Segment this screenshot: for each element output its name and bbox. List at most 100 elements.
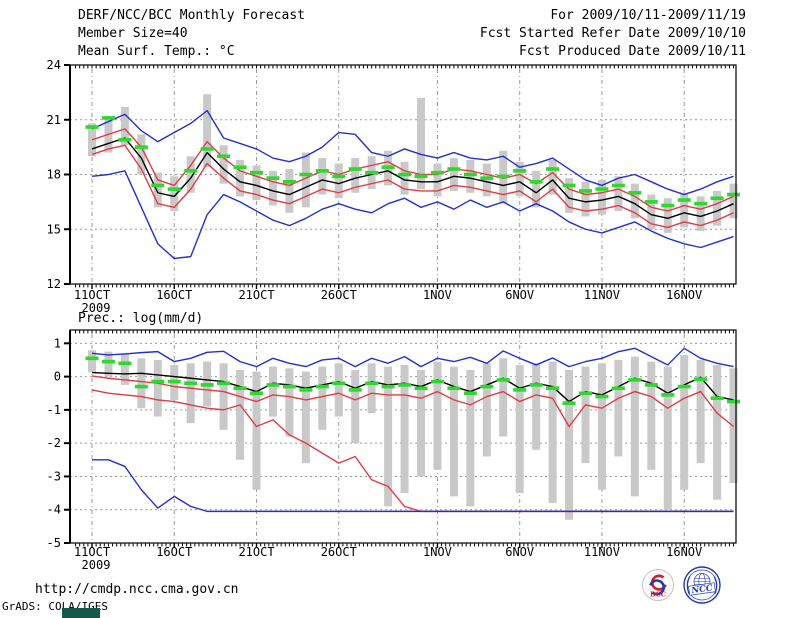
bcc-logo-blue-swirl: [649, 579, 665, 596]
ensemble-spread-bar: [236, 159, 245, 197]
climatology-mark: [595, 187, 609, 191]
climatology-mark: [167, 187, 181, 191]
ensemble-spread-bar: [482, 363, 491, 457]
ensemble-spread-bar: [433, 361, 442, 470]
ensemble-spread-bar: [548, 159, 557, 195]
climatology-mark: [677, 198, 691, 202]
climatology-mark: [233, 386, 247, 391]
climatology-mark: [430, 379, 444, 384]
ensemble-spread-bar: [482, 163, 491, 197]
temperature-chart: 11OCT 16OCT 21OCT 26OCT 1NOV 6NOV 11NOV 16NOV 20…: [47, 58, 741, 315]
ensemble-spread-bar: [301, 152, 310, 208]
ensemble-spread-bar: [252, 371, 261, 490]
climatology-mark: [579, 189, 592, 193]
climatology-mark: [414, 174, 428, 179]
ensemble-spread-bar: [449, 158, 458, 191]
ensemble-spread-bar: [351, 369, 360, 444]
page-title: DERF/NCC/BCC Monthly Forecast: [78, 8, 305, 23]
minor-ticks: [75, 65, 735, 288]
lower-quartile-line: [91, 144, 734, 229]
x-tick-label: 11OCT: [74, 288, 110, 302]
ensemble-spread-bar: [532, 170, 541, 208]
climatology-dashes: [85, 356, 741, 406]
ensemble-spread-bar: [268, 366, 277, 417]
climatology-mark: [414, 386, 428, 391]
ensemble-spread-bar: [219, 145, 228, 184]
ensemble-spread-bar: [186, 156, 195, 193]
ncc-logo-wheat-right: [713, 576, 717, 595]
ensemble-spread-bar: [729, 183, 738, 219]
ensemble-spread-bar: [515, 364, 524, 494]
x-tick-label: 26OCT: [321, 545, 357, 559]
ensemble-spread-bar: [400, 364, 409, 494]
ensemble-spread-bar: [548, 361, 557, 504]
climatology-mark: [398, 172, 412, 177]
ncc-logo-label: NCC: [690, 583, 714, 596]
ensemble-spread-bar: [400, 161, 409, 195]
climatology-mark: [628, 190, 642, 195]
climatology-mark: [546, 167, 560, 171]
ensemble-spread-bar: [515, 161, 524, 197]
climatology-mark: [447, 167, 461, 171]
climatology-mark: [562, 183, 576, 188]
x-tick-label: 21OCT: [238, 288, 274, 302]
temp-chart-title: Mean Surf. Temp.: °C: [78, 44, 235, 59]
ensemble-spread-bar: [647, 361, 656, 470]
ensemble-spread-bar: [630, 356, 639, 497]
ensemble-spread-bar: [433, 163, 442, 197]
climatology-mark: [496, 174, 510, 179]
fcst-produced-label: Fcst Produced Date 2009/10/11: [519, 44, 746, 59]
y-tick-label: -3: [47, 469, 61, 483]
climatology-mark: [480, 176, 494, 180]
ensemble-spread-bar: [170, 176, 179, 211]
climatology-mark: [513, 388, 527, 392]
x-tick-label: 21OCT: [238, 545, 274, 559]
climatology-mark: [332, 381, 346, 386]
ncc-logo-banner-box: [688, 582, 716, 596]
y-major-ticks: [64, 342, 70, 544]
climatology-mark: [447, 386, 461, 391]
x-tick-label: 1NOV: [423, 545, 452, 559]
climatology-mark: [463, 391, 477, 396]
ensemble-spread-bar: [614, 176, 623, 211]
climatology-mark: [611, 386, 625, 391]
y-tick-label: -1: [47, 403, 61, 417]
climatology-mark: [348, 167, 362, 171]
climatology-mark: [694, 201, 708, 206]
climatology-mark: [184, 169, 198, 173]
ensemble-spread-bar: [104, 351, 113, 377]
forecast-range-label: For 2009/10/11-2009/11/19: [550, 8, 746, 23]
climatology-mark: [480, 384, 494, 389]
ensemble-spread-bar: [252, 165, 261, 201]
precipitation-chart: 11OCT 16OCT 21OCT 26OCT 1NOV 6NOV 11NOV 16NOV 20…: [47, 329, 741, 572]
climatology-mark: [315, 169, 329, 173]
ensemble-spread-bar: [334, 163, 343, 199]
ncc-logo-wheat-left: [687, 576, 691, 595]
prec-chart-title: Prec.: log(mm/d): [78, 311, 204, 326]
climatology-mark: [381, 165, 395, 169]
ensemble-spread-bars: [88, 94, 738, 233]
ensemble-spread-bar: [318, 158, 327, 195]
x-axis-labels: 11OCT 16OCT 21OCT 26OCT 1NOV 6NOV 11NOV 16NOV 20…: [74, 545, 702, 572]
vertical-gridlines: [91, 65, 685, 284]
y-tick-label: -4: [47, 503, 61, 517]
ensemble-spread-bar: [153, 359, 162, 417]
ensemble-spread-bar: [301, 371, 310, 464]
ensemble-spread-bar: [630, 183, 639, 219]
climatology-mark: [710, 396, 724, 401]
ensemble-spread-bar: [186, 363, 195, 424]
climatology-mark: [101, 359, 115, 364]
climatology-mark: [118, 361, 132, 366]
climatology-mark: [85, 356, 99, 361]
climatology-mark: [365, 170, 379, 175]
ensemble-spread-bar: [696, 359, 705, 464]
ensemble-spread-bar: [663, 198, 672, 233]
footer-logos: BCC NCC: [642, 566, 721, 604]
climatology-mark: [628, 378, 642, 382]
climatology-mark: [200, 147, 214, 151]
climatology-mark: [365, 381, 379, 386]
ensemble-spread-bar: [285, 368, 294, 437]
climatology-mark: [266, 383, 280, 387]
ensemble-spread-bar: [581, 366, 590, 464]
